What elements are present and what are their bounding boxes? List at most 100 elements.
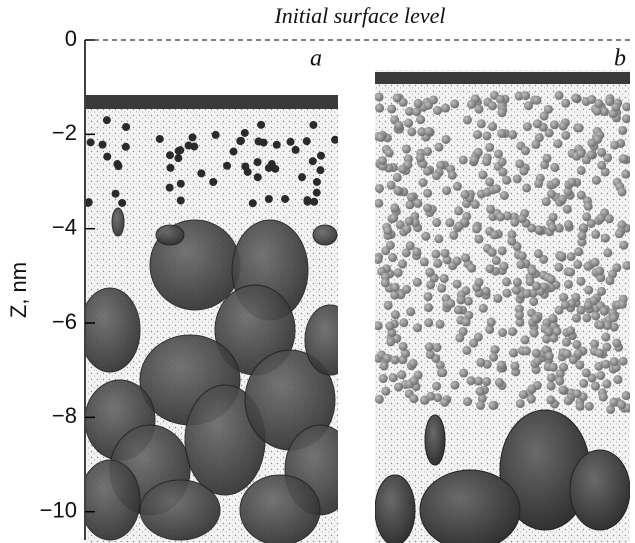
atom bbox=[548, 362, 558, 372]
atom bbox=[561, 130, 571, 140]
atom bbox=[417, 127, 427, 137]
atom bbox=[574, 123, 584, 133]
atom bbox=[485, 324, 495, 334]
cluster bbox=[155, 224, 185, 246]
atom bbox=[546, 274, 556, 284]
atom bbox=[497, 360, 507, 370]
atom bbox=[597, 160, 607, 170]
atom bbox=[621, 114, 630, 124]
atom bbox=[474, 277, 484, 287]
atom bbox=[594, 98, 604, 108]
atom bbox=[548, 313, 558, 323]
atom bbox=[433, 105, 443, 115]
atom bbox=[502, 277, 512, 287]
atom bbox=[559, 362, 569, 372]
atom bbox=[614, 229, 624, 239]
atom bbox=[576, 276, 586, 286]
atom bbox=[487, 101, 497, 111]
atom bbox=[517, 214, 527, 224]
atom bbox=[603, 153, 613, 163]
atom bbox=[375, 183, 384, 193]
atom bbox=[375, 92, 384, 102]
atom bbox=[488, 122, 498, 132]
atom bbox=[121, 142, 130, 151]
atom bbox=[302, 137, 311, 146]
atom bbox=[499, 190, 509, 200]
atom bbox=[522, 288, 532, 298]
atom bbox=[512, 174, 522, 184]
cluster bbox=[111, 207, 125, 237]
atom bbox=[394, 120, 404, 130]
atom bbox=[605, 96, 615, 106]
cluster bbox=[304, 304, 338, 376]
atom bbox=[508, 327, 518, 337]
atom bbox=[254, 137, 263, 146]
cluster bbox=[86, 459, 141, 541]
atom bbox=[86, 138, 95, 147]
atom bbox=[412, 277, 422, 287]
atom bbox=[309, 120, 318, 129]
atom bbox=[433, 393, 443, 403]
atom bbox=[576, 305, 586, 315]
atom bbox=[508, 348, 518, 358]
atom bbox=[379, 361, 389, 371]
atom bbox=[413, 198, 423, 208]
atom bbox=[478, 170, 488, 180]
atom bbox=[578, 223, 588, 233]
atom bbox=[485, 142, 495, 152]
atom bbox=[390, 203, 400, 213]
atom bbox=[424, 342, 434, 352]
atom bbox=[485, 264, 495, 274]
atom bbox=[546, 395, 556, 405]
atom bbox=[522, 122, 532, 132]
atom bbox=[532, 119, 542, 129]
atom bbox=[197, 169, 206, 178]
cluster bbox=[375, 474, 416, 543]
atom bbox=[248, 199, 257, 208]
atom bbox=[515, 317, 525, 327]
y-tick-label: −6 bbox=[52, 309, 77, 334]
atom bbox=[423, 188, 433, 198]
atom bbox=[563, 396, 573, 406]
atom bbox=[440, 397, 450, 407]
atom bbox=[447, 170, 457, 180]
atom bbox=[424, 126, 434, 136]
atom bbox=[390, 282, 400, 292]
atom bbox=[377, 156, 387, 166]
atom bbox=[487, 247, 497, 257]
atom bbox=[459, 368, 469, 378]
atom bbox=[450, 99, 460, 109]
atom bbox=[510, 217, 520, 227]
atom bbox=[462, 115, 472, 125]
atom bbox=[562, 204, 572, 214]
atom bbox=[515, 399, 525, 409]
atom bbox=[583, 261, 593, 271]
atom bbox=[558, 121, 568, 131]
y-tick-label: −8 bbox=[52, 403, 77, 428]
atom bbox=[498, 167, 508, 177]
atom bbox=[527, 384, 537, 394]
atom bbox=[541, 334, 551, 344]
atom bbox=[463, 296, 473, 306]
atom bbox=[533, 249, 543, 259]
atom bbox=[416, 115, 426, 125]
atom bbox=[590, 381, 600, 391]
atom bbox=[437, 283, 447, 293]
atom bbox=[98, 140, 107, 149]
atom bbox=[476, 400, 486, 410]
atom bbox=[404, 118, 414, 128]
panel-label: a bbox=[310, 46, 322, 72]
atom bbox=[619, 240, 629, 250]
atom bbox=[606, 404, 616, 414]
atom bbox=[408, 358, 418, 368]
atom bbox=[376, 132, 386, 142]
atom bbox=[272, 140, 281, 149]
atom bbox=[433, 258, 443, 268]
atom bbox=[176, 179, 185, 188]
atom bbox=[375, 103, 385, 113]
atom bbox=[562, 349, 572, 359]
atom bbox=[473, 332, 483, 342]
atom bbox=[561, 337, 571, 347]
atom bbox=[547, 223, 557, 233]
atom bbox=[529, 296, 539, 306]
